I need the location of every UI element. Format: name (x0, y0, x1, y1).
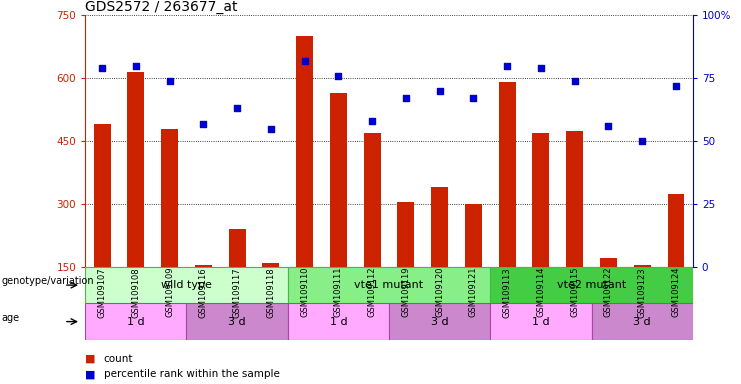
Text: 1 d: 1 d (127, 316, 144, 327)
Point (197, 121, 209, 127)
Point (535, 65, 547, 71)
Text: GSM109111: GSM109111 (334, 267, 343, 318)
Bar (187, 303, 288, 340)
Bar (288, 303, 389, 340)
Bar (85, 267, 288, 303)
Bar (533, 133, 549, 267)
Point (602, 123, 614, 129)
Bar (364, 133, 381, 267)
Text: 3 d: 3 d (431, 316, 448, 327)
Bar (591, 303, 693, 340)
Text: GSM109119: GSM109119 (402, 267, 411, 318)
Bar (288, 267, 491, 303)
Text: GSM109108: GSM109108 (131, 267, 140, 318)
Text: wild type: wild type (161, 280, 212, 290)
Text: GSM109118: GSM109118 (266, 267, 276, 318)
Text: 1 d: 1 d (330, 316, 348, 327)
Text: GSM109114: GSM109114 (536, 267, 545, 318)
Bar (85, 303, 187, 340)
Point (400, 95, 412, 101)
Bar (397, 202, 414, 267)
Point (265, 126, 277, 132)
Text: GSM109109: GSM109109 (165, 267, 174, 318)
Text: GSM109122: GSM109122 (604, 267, 613, 318)
Text: 3 d: 3 d (634, 316, 651, 327)
Bar (491, 303, 591, 340)
Bar (195, 265, 212, 267)
Bar (634, 265, 651, 267)
Bar (229, 229, 245, 267)
Bar (296, 36, 313, 267)
Point (96, 65, 108, 71)
Text: GSM109107: GSM109107 (98, 267, 107, 318)
Bar (491, 267, 693, 303)
Text: 3 d: 3 d (228, 316, 246, 327)
Text: GSM109117: GSM109117 (233, 267, 242, 318)
Bar (262, 263, 279, 267)
Point (130, 63, 142, 69)
Bar (93, 124, 110, 267)
Bar (499, 83, 516, 267)
Bar (668, 194, 685, 267)
Text: GSM109121: GSM109121 (469, 267, 478, 318)
Text: GSM109112: GSM109112 (368, 267, 376, 318)
Bar (161, 129, 178, 267)
Point (366, 118, 378, 124)
Text: GSM109113: GSM109113 (502, 267, 512, 318)
Text: genotype/variation: genotype/variation (1, 276, 94, 286)
Point (670, 83, 682, 89)
Text: age: age (1, 313, 19, 323)
Point (299, 58, 310, 64)
Text: GSM109116: GSM109116 (199, 267, 208, 318)
Point (164, 78, 176, 84)
Text: vte1 mutant: vte1 mutant (354, 280, 424, 290)
Text: GSM109110: GSM109110 (300, 267, 309, 318)
Text: GSM109115: GSM109115 (570, 267, 579, 318)
Text: GSM109124: GSM109124 (671, 267, 680, 318)
Text: GSM109120: GSM109120 (435, 267, 444, 318)
Point (433, 88, 445, 94)
Bar (127, 72, 144, 267)
Text: vte2 mutant: vte2 mutant (557, 280, 626, 290)
Bar (600, 258, 617, 267)
Point (569, 78, 581, 84)
Bar (389, 303, 491, 340)
Point (333, 73, 345, 79)
Bar (566, 131, 583, 267)
Bar (330, 93, 347, 267)
Point (231, 105, 243, 111)
Point (637, 138, 648, 144)
Text: percentile rank within the sample: percentile rank within the sample (104, 369, 279, 379)
Point (468, 95, 479, 101)
Text: count: count (104, 354, 133, 364)
Text: 1 d: 1 d (532, 316, 550, 327)
Text: GSM109123: GSM109123 (638, 267, 647, 318)
Point (501, 63, 513, 69)
Text: ■: ■ (85, 369, 96, 379)
Bar (465, 204, 482, 267)
Text: ■: ■ (85, 354, 96, 364)
Bar (431, 187, 448, 267)
Text: GDS2572 / 263677_at: GDS2572 / 263677_at (85, 0, 238, 14)
